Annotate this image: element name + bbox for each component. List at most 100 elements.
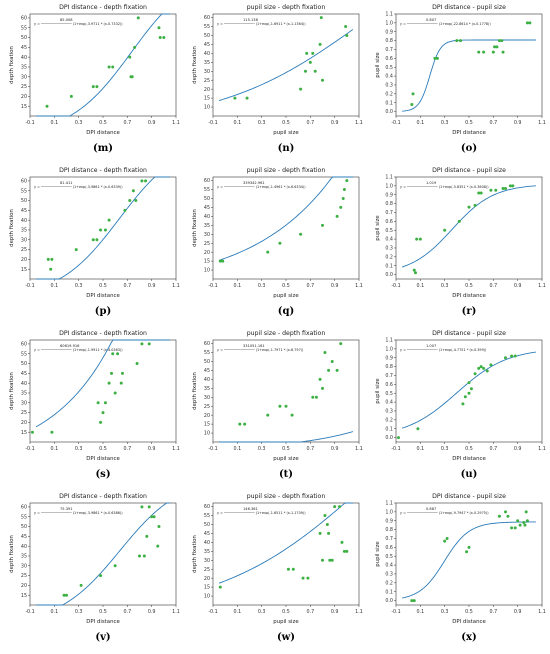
data-point <box>463 395 467 399</box>
data-point <box>345 549 349 553</box>
data-point <box>327 368 331 372</box>
x-axis-label: DPI distance <box>86 619 120 625</box>
y-tick-label: 15 <box>204 422 210 428</box>
data-point <box>513 526 517 530</box>
panel-caption: (s) <box>95 469 111 480</box>
y-tick-label: 15 <box>21 267 27 273</box>
y-tick-label: 0.9 <box>385 355 393 361</box>
x-axis-label: pupil size <box>273 293 299 299</box>
y-tick-label: 50 <box>21 361 27 367</box>
plot-frame <box>212 13 360 117</box>
data-point <box>91 85 95 89</box>
y-tick-label: 20 <box>21 583 27 589</box>
y-tick-label: 0.1 <box>385 426 393 432</box>
y-tick-label: 0.9 <box>385 29 393 35</box>
data-point <box>245 96 249 100</box>
x-tick-label: 1.1 <box>172 120 180 126</box>
data-point <box>511 184 515 188</box>
x-tick-label: 0.1 <box>417 446 425 452</box>
x-tick-label: 0.9 <box>148 609 156 615</box>
data-point <box>144 179 148 183</box>
x-tick-label: 0.3 <box>441 446 449 452</box>
y-tick-label: 55 <box>204 187 210 193</box>
x-tick-label: 0.1 <box>51 446 59 452</box>
chart-panel: DPI distance - depth fixation -0.1 0.1 0.3 0… <box>9 330 180 462</box>
chart-title: DPI distance - pupil size <box>432 330 506 337</box>
chart-panel: pupil size - depth fixation -0.1 0.1 0.3 0.5… <box>192 167 363 299</box>
x-tick-label: -0.1 <box>25 446 34 452</box>
x-tick-label: 0.3 <box>441 120 449 126</box>
panel-caption: (m) <box>92 143 114 154</box>
data-point <box>321 386 324 390</box>
x-tick-label: 0.9 <box>514 120 522 126</box>
chart-panel: DPI distance - pupil size -0.1 0.1 0.3 0.5 0.… <box>375 167 546 299</box>
data-point <box>128 55 132 59</box>
x-tick-label: 0.7 <box>307 283 315 289</box>
x-tick-label: -0.1 <box>208 446 217 452</box>
data-point <box>218 585 222 589</box>
data-point <box>140 505 144 509</box>
data-point <box>266 413 270 417</box>
data-point <box>286 567 290 571</box>
data-point <box>305 51 309 55</box>
data-point <box>330 558 334 562</box>
y-tick-label: 30 <box>204 558 210 564</box>
data-point <box>338 505 342 509</box>
x-tick-label: 0.5 <box>465 446 473 452</box>
y-tick-label: 0.0 <box>385 272 393 278</box>
data-point <box>140 179 144 183</box>
y-tick-label: 50 <box>204 359 210 365</box>
data-point <box>465 550 469 554</box>
data-point <box>95 238 99 242</box>
y-tick-label: 35 <box>21 554 27 560</box>
data-point <box>501 187 505 191</box>
panel-caption: (n) <box>277 143 295 154</box>
data-point <box>412 599 416 603</box>
y-tick-label: 0.1 <box>385 100 393 106</box>
data-point <box>489 188 493 192</box>
y-tick-label: 60 <box>204 15 210 21</box>
x-tick-label: 0.3 <box>258 283 266 289</box>
chart-panel: DPI distance - pupil size -0.1 0.1 0.3 0.5 0.… <box>375 330 546 462</box>
x-tick-label: -0.1 <box>208 283 217 289</box>
y-tick-label: 1.1 <box>385 12 393 18</box>
x-axis-label: pupil size <box>273 619 299 625</box>
data-point <box>513 354 517 358</box>
data-point <box>321 223 324 227</box>
y-tick-label: 40 <box>204 214 210 220</box>
y-tick-label: 0.7 <box>385 536 393 542</box>
data-point <box>467 381 471 385</box>
y-tick-label: 0.0 <box>385 435 393 441</box>
y-tick-label: 35 <box>21 65 27 71</box>
panel-caption: (t) <box>278 469 294 480</box>
y-tick-label: 25 <box>21 410 27 416</box>
y-tick-label: 15 <box>21 593 27 599</box>
data-point <box>107 65 111 69</box>
x-tick-label: 0.1 <box>417 120 425 126</box>
data-point <box>157 525 161 529</box>
data-point <box>458 39 462 43</box>
data-point <box>495 45 499 49</box>
data-point <box>318 42 322 46</box>
x-tick-label: 0.3 <box>75 120 83 126</box>
chart-title: pupil size - depth fixation <box>247 4 326 11</box>
chart-title: DPI distance - pupil size <box>432 493 506 500</box>
x-tick-label: 0.7 <box>490 446 498 452</box>
y-tick-label: 0.6 <box>385 56 393 62</box>
data-point <box>278 404 282 408</box>
y-tick-label: 60 <box>21 342 27 348</box>
data-point <box>142 554 146 558</box>
y-axis-label: depth fixation <box>9 535 15 573</box>
y-tick-label: 45 <box>21 208 27 214</box>
y-tick-label: 45 <box>204 42 210 48</box>
data-point <box>327 531 331 535</box>
data-point <box>342 188 346 192</box>
data-point <box>308 60 312 64</box>
y-tick-label: 40 <box>204 377 210 383</box>
y-tick-label: 60 <box>21 16 27 22</box>
x-tick-label: 1.1 <box>538 120 546 126</box>
y-tick-label: 0.5 <box>385 228 393 234</box>
data-point <box>130 75 134 79</box>
data-point <box>140 342 144 346</box>
equation-numerator: 75.391 <box>60 507 73 511</box>
